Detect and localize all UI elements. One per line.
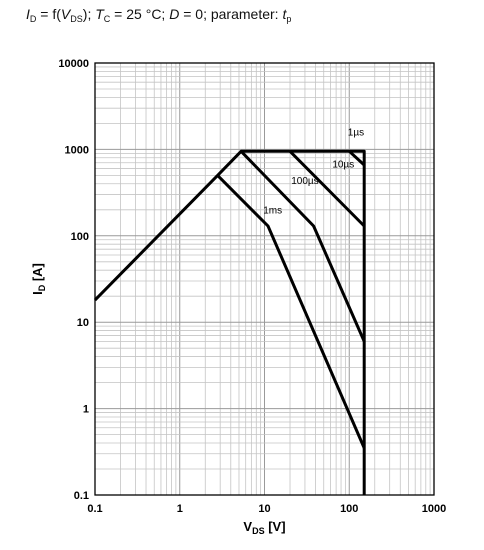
y-tick-label: 10: [77, 317, 89, 329]
grid-lines: [95, 63, 434, 495]
title-tp-sub: p: [286, 14, 292, 24]
x-tick-labels: 0.1 1 10 100 1000: [87, 503, 446, 515]
y-tick-label: 1000: [65, 144, 89, 156]
annotation-label: 100µs: [291, 176, 318, 187]
y-tick-labels: 0.1 1 10 100 1000 10000: [58, 58, 89, 502]
y-tick-label: 1: [83, 404, 89, 416]
title-vds-var: V: [60, 6, 71, 22]
annotation-label: 1µs: [348, 127, 364, 138]
title-rest2: = 25 °C;: [110, 6, 170, 22]
title-id-var: I: [26, 6, 30, 22]
title-tc-sub: C: [103, 14, 111, 24]
series-lines: [93, 149, 366, 495]
annotation-label: 1ms: [263, 206, 282, 217]
y-tick-label: 10000: [58, 58, 89, 70]
plot-frame: [94, 62, 435, 496]
annotation-label: 10µs: [332, 159, 354, 170]
x-tick-label: 100: [340, 503, 358, 515]
annotations: 1µs 10µs 100µs 1ms: [263, 127, 364, 216]
title-rest1: );: [82, 6, 96, 22]
title-d-var: D: [169, 6, 180, 22]
series-line-10s: [288, 150, 366, 228]
y-tick-label: 0.1: [74, 490, 89, 502]
chart-title: ID = f(VDS); TC = 25 °C; D = 0; paramete…: [26, 6, 291, 24]
title-id-sub: D: [29, 14, 37, 24]
x-tick-label: 10: [258, 503, 270, 515]
y-tick-label: 100: [71, 231, 89, 243]
title-func: f(: [52, 6, 61, 22]
x-tick-label: 0.1: [87, 503, 102, 515]
x-axis-label: VDS [V]: [243, 519, 285, 536]
title-rest3: = 0; parameter:: [179, 6, 283, 22]
title-tc-var: T: [95, 6, 104, 22]
x-tick-label: 1000: [422, 503, 446, 515]
series-line-1ms: [216, 174, 366, 449]
title-tp-var: t: [282, 6, 287, 22]
x-tick-label: 1: [177, 503, 183, 515]
series-line-1s: [348, 150, 366, 167]
series-line-100s: [240, 150, 366, 343]
title-vds-sub: DS: [70, 14, 83, 24]
y-axis-label: ID [A]: [30, 263, 47, 295]
title-text: =: [36, 6, 53, 22]
